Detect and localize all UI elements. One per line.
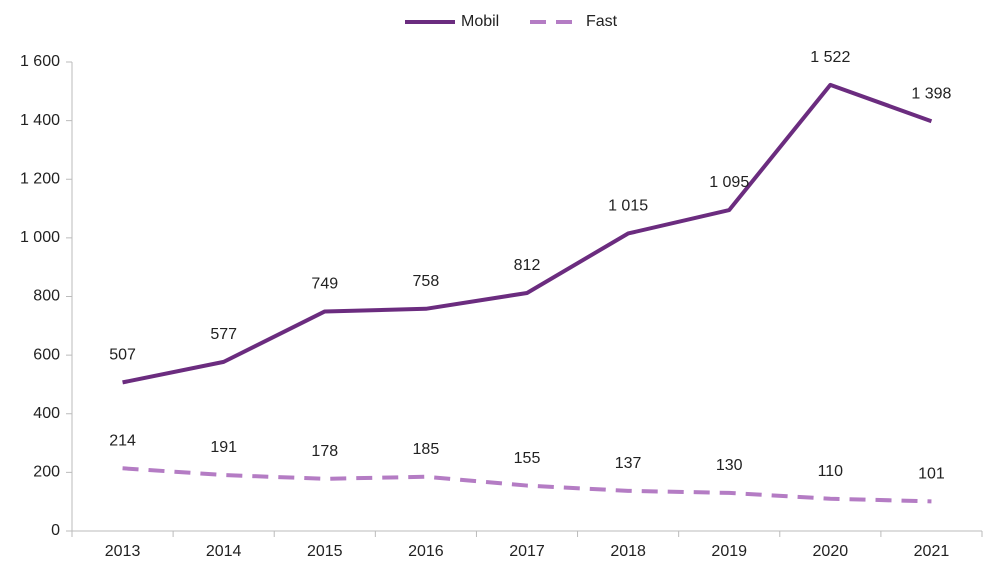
data-label: 101: [918, 466, 945, 483]
data-label: 1 522: [810, 49, 850, 66]
data-label: 191: [210, 439, 237, 456]
y-tick-label: 200: [33, 464, 60, 481]
y-tick-label: 400: [33, 405, 60, 422]
data-label: 214: [109, 432, 136, 449]
y-tick-label: 600: [33, 346, 60, 363]
x-tick-label: 2021: [914, 543, 950, 560]
y-tick-label: 1 600: [20, 53, 60, 70]
x-tick-label: 2013: [105, 543, 141, 560]
legend-label: Mobil: [461, 13, 499, 30]
y-tick-label: 1 000: [20, 229, 60, 246]
y-tick-label: 0: [51, 522, 60, 539]
legend-label: Fast: [586, 13, 618, 30]
data-label: 812: [514, 257, 541, 274]
series-line: [122, 82, 933, 385]
data-label: 137: [615, 455, 642, 472]
x-tick-label: 2017: [509, 543, 545, 560]
y-tick-label: 1 200: [20, 170, 60, 187]
data-label: 1 015: [608, 198, 648, 215]
data-label: 1 095: [709, 174, 749, 191]
x-tick-label: 2018: [610, 543, 646, 560]
data-label: 110: [818, 463, 844, 480]
data-label: 758: [413, 273, 440, 290]
data-label: 507: [109, 347, 136, 364]
x-tick-label: 2020: [813, 543, 849, 560]
data-label: 1 398: [911, 85, 951, 102]
data-label: 155: [514, 450, 541, 467]
data-label: 178: [311, 443, 338, 460]
data-label: 577: [210, 326, 237, 343]
y-tick-label: 1 400: [20, 112, 60, 129]
x-tick-label: 2019: [711, 543, 747, 560]
data-label: 185: [413, 441, 440, 458]
x-tick-label: 2015: [307, 543, 343, 560]
series-line: [122, 466, 932, 504]
y-tick-label: 800: [33, 288, 60, 305]
data-label: 749: [311, 276, 338, 293]
x-tick-label: 2016: [408, 543, 444, 560]
x-tick-label: 2014: [206, 543, 242, 560]
data-label: 130: [716, 457, 743, 474]
